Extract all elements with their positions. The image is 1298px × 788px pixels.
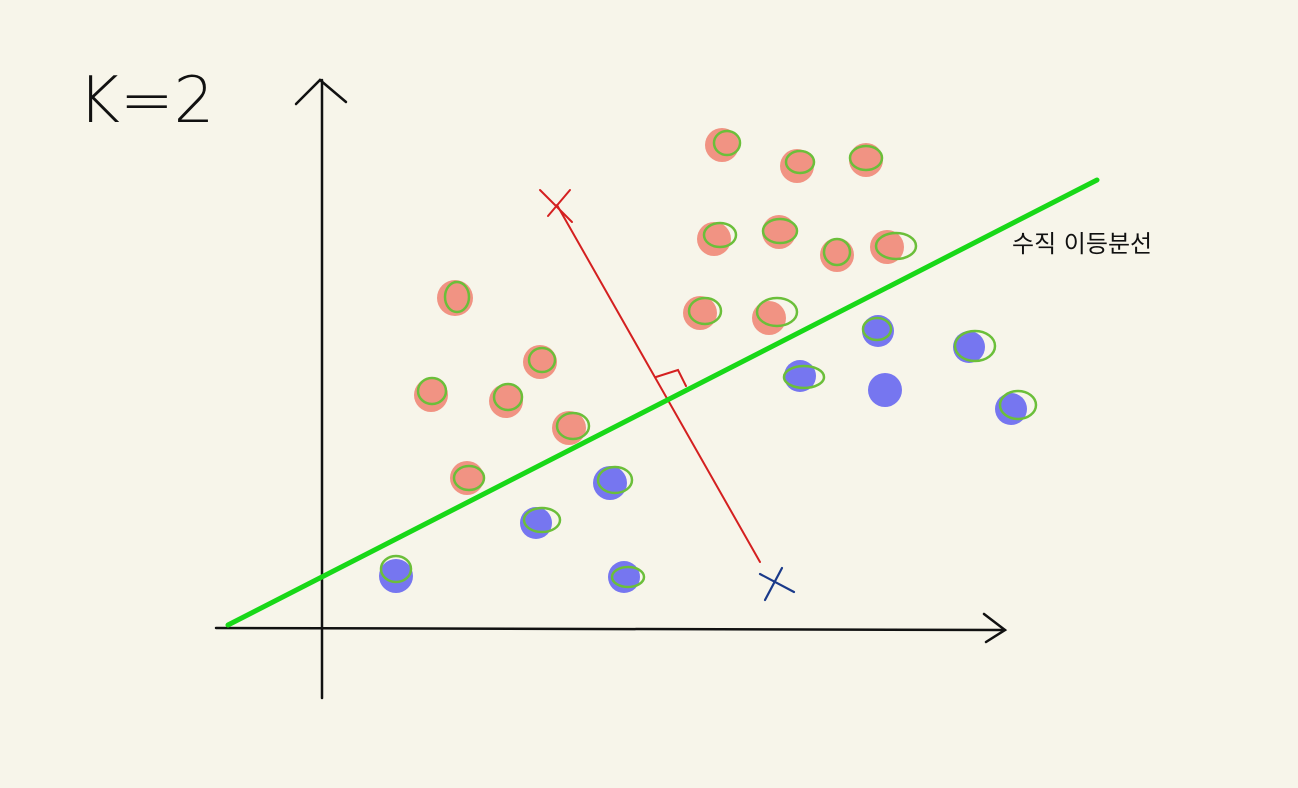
bisector-line <box>225 177 1100 628</box>
bisector-label: 수직 이등분선 <box>1012 230 1152 258</box>
perpendicular-segment <box>539 189 761 563</box>
blue-centroid <box>758 566 796 602</box>
title: K=2 <box>78 64 214 138</box>
axes <box>214 78 1008 700</box>
cluster-rings <box>379 129 1038 589</box>
